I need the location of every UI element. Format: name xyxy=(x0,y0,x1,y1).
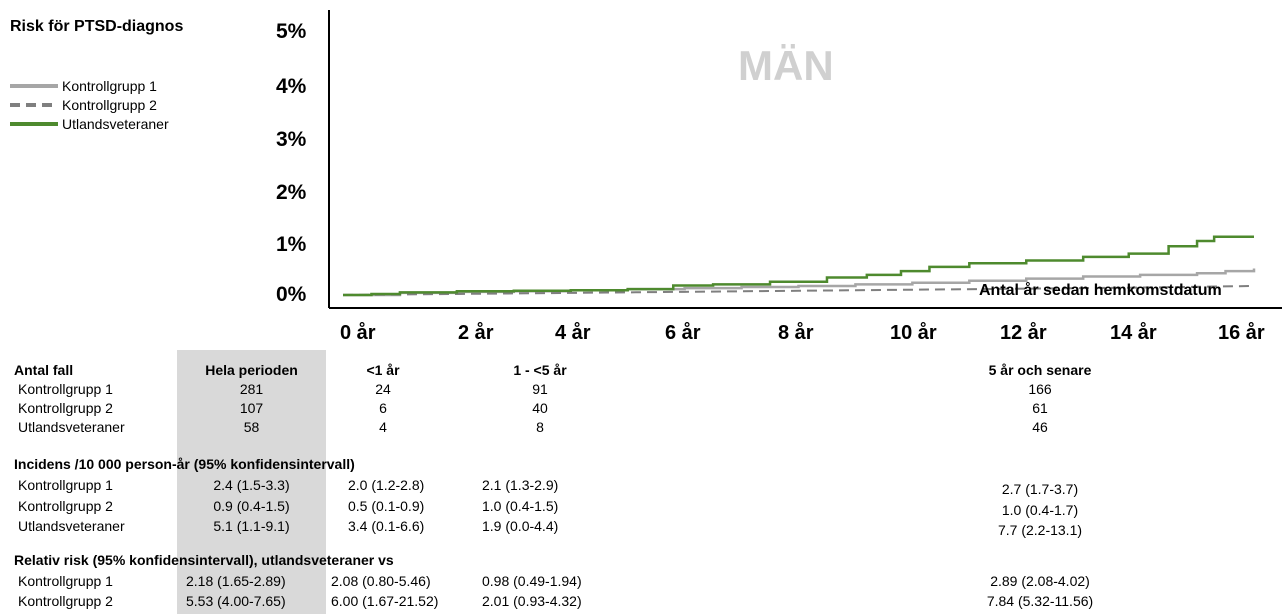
table-cell: 6.00 (1.67-21.52) xyxy=(331,593,439,609)
table-header-hela-perioden: Hela perioden xyxy=(205,362,298,378)
table-header-5plus: 5 år och senare xyxy=(988,362,1092,378)
section-title-incidens: Incidens /10 000 person-år (95% konfiden… xyxy=(14,456,355,472)
table-cell: 58 xyxy=(243,419,260,435)
row-label: Utlandsveteraner xyxy=(18,518,125,534)
legend: Kontrollgrupp 1 Kontrollgrupp 2 Utlandsv… xyxy=(10,76,169,133)
x-tick-label: 2 år xyxy=(458,322,494,344)
table-cell: 2.89 (2.08-4.02) xyxy=(990,573,1090,589)
table-cell: 2.08 (0.80-5.46) xyxy=(331,573,431,589)
table-cell: 0.9 (0.4-1.5) xyxy=(213,498,290,514)
table-cell: 1.0 (0.4-1.7) xyxy=(1001,502,1079,518)
x-axis-title: Antal år sedan hemkomstdatum xyxy=(979,282,1222,299)
legend-item-kontrollgrupp-1: Kontrollgrupp 1 xyxy=(10,76,169,95)
table-cell: 1.0 (0.4-1.5) xyxy=(482,498,559,514)
legend-label-kontrollgrupp-1: Kontrollgrupp 1 xyxy=(62,77,157,94)
table-cell: 0.98 (0.49-1.94) xyxy=(482,573,582,589)
table-cell: 24 xyxy=(375,381,391,397)
x-tick-label: 10 år xyxy=(890,322,937,344)
table-cell: 2.0 (1.2-2.8) xyxy=(348,477,425,493)
panel-label: MÄN xyxy=(738,42,834,89)
series-line-kontrollgrupp-2 xyxy=(342,284,1255,296)
table-cell: 281 xyxy=(239,381,264,397)
table-header-lt1: <1 år xyxy=(366,362,400,378)
row-label: Kontrollgrupp 2 xyxy=(18,593,113,609)
legend-swatch-kontrollgrupp-2 xyxy=(10,102,58,107)
table-cell: 2.4 (1.5-3.3) xyxy=(213,477,290,493)
row-label: Kontrollgrupp 1 xyxy=(18,573,113,589)
legend-swatch-utlandsveteraner xyxy=(10,121,58,126)
y-tick-label: 2% xyxy=(276,181,307,204)
x-tick-label: 4 år xyxy=(555,322,591,344)
y-tick-label: 0% xyxy=(276,283,307,306)
table-header-1to5: 1 - <5 år xyxy=(513,362,567,378)
plot-area xyxy=(328,10,1282,309)
row-label: Kontrollgrupp 2 xyxy=(18,498,113,514)
legend-label-kontrollgrupp-2: Kontrollgrupp 2 xyxy=(62,96,157,113)
table-cell: 61 xyxy=(1032,400,1048,416)
row-label: Kontrollgrupp 1 xyxy=(18,477,113,493)
y-tick-label: 3% xyxy=(276,128,307,151)
table-cell: 91 xyxy=(532,381,548,397)
table-cell: 7.7 (2.2-13.1) xyxy=(997,522,1083,538)
x-tick-label: 14 år xyxy=(1110,322,1157,344)
table-header-antal-fall: Antal fall xyxy=(14,362,74,378)
table-cell: 2.7 (1.7-3.7) xyxy=(1001,481,1079,497)
table-cell: 1.9 (0.0-4.4) xyxy=(482,518,559,534)
table-cell: 107 xyxy=(239,400,264,416)
table-cell: 3.4 (0.1-6.6) xyxy=(348,518,425,534)
x-tick-label: 8 år xyxy=(778,322,814,344)
row-label: Kontrollgrupp 2 xyxy=(18,400,113,416)
hela-perioden-column-shade xyxy=(177,350,326,614)
y-tick-label: 1% xyxy=(276,233,307,256)
x-tick-label: 0 år xyxy=(340,322,376,344)
table-cell: 6 xyxy=(379,400,387,416)
row-label: Utlandsveteraner xyxy=(18,419,125,435)
table-cell: 5.53 (4.00-7.65) xyxy=(186,593,286,609)
table-cell: 2.01 (0.93-4.32) xyxy=(482,593,582,609)
table-cell: 5.1 (1.1-9.1) xyxy=(213,518,290,534)
y-tick-label: 5% xyxy=(276,20,307,43)
legend-item-utlandsveteraner: Utlandsveteraner xyxy=(10,114,169,133)
table-cell: 4 xyxy=(379,419,387,435)
y-tick-label: 4% xyxy=(276,75,307,98)
table-cell: 8 xyxy=(536,419,544,435)
x-tick-label: 6 år xyxy=(665,322,701,344)
chart-title: Risk för PTSD-diagnos xyxy=(10,18,184,35)
table-cell: 7.84 (5.32-11.56) xyxy=(986,593,1094,609)
table-cell: 2.18 (1.65-2.89) xyxy=(186,573,286,589)
table-cell: 46 xyxy=(1032,419,1048,435)
x-tick-label: 16 år xyxy=(1218,322,1265,344)
section-title-relativ-risk: Relativ risk (95% konfidensintervall), u… xyxy=(14,552,394,568)
row-label: Kontrollgrupp 1 xyxy=(18,381,113,397)
legend-item-kontrollgrupp-2: Kontrollgrupp 2 xyxy=(10,95,169,114)
table-cell: 166 xyxy=(1028,381,1052,397)
x-tick-label: 12 år xyxy=(1000,322,1047,344)
series-line-utlandsveteraner xyxy=(343,235,1254,297)
table-cell: 2.1 (1.3-2.9) xyxy=(482,477,559,493)
legend-label-utlandsveteraner: Utlandsveteraner xyxy=(62,115,169,132)
table-cell: 40 xyxy=(532,400,548,416)
legend-swatch-kontrollgrupp-1 xyxy=(10,83,58,88)
table-cell: 0.5 (0.1-0.9) xyxy=(348,498,425,514)
